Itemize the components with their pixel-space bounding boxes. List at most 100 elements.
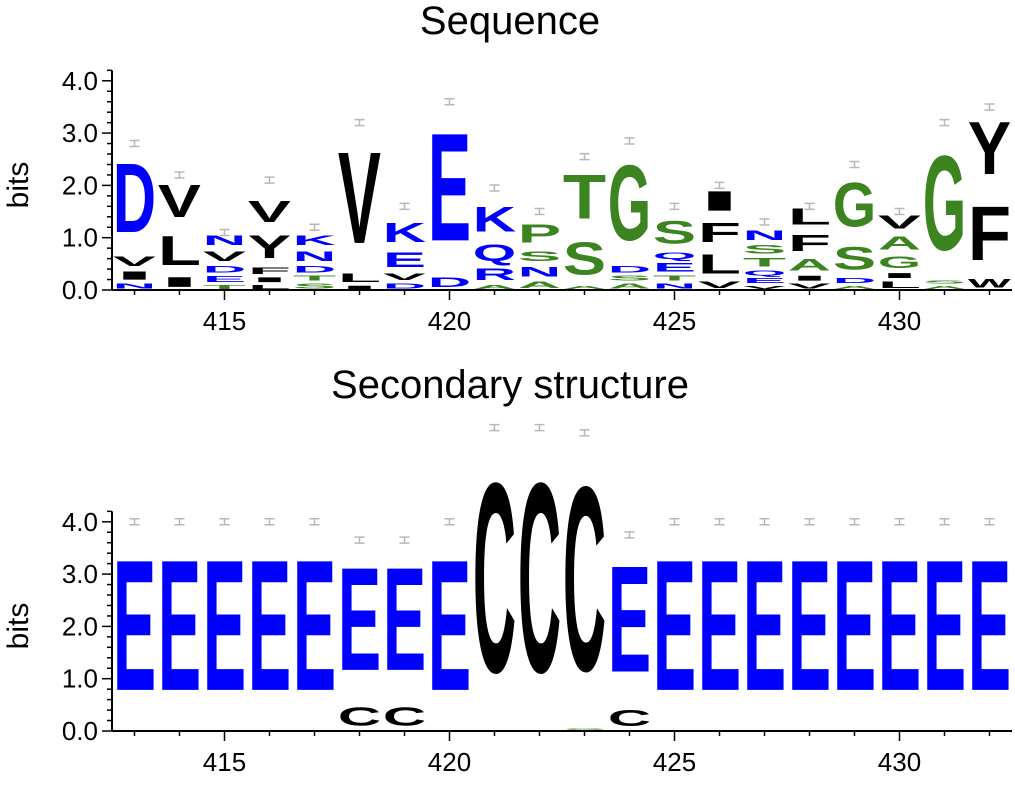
logo-column: ILV [158, 171, 202, 290]
sequence-logo-panel: Sequence bits NIVDILVTEDVNLIFYVSTDNKILVD… [2, 0, 1012, 336]
logo-letter: G [608, 145, 651, 264]
logo-letter: T [653, 274, 697, 282]
logo-letter: T [293, 274, 337, 282]
error-bar [264, 518, 275, 526]
logo-letter: L [338, 272, 381, 285]
logo-letter: I [788, 274, 831, 282]
error-bar [804, 202, 815, 211]
logo-column: E [248, 518, 291, 730]
logo-letter: N [743, 228, 786, 243]
error-bar [444, 97, 455, 106]
logo-letter: I [113, 269, 156, 282]
error-bar [219, 518, 230, 526]
logo-letter: A [608, 282, 651, 290]
logo-letter: Q [743, 269, 786, 277]
panel-title: Sequence [420, 0, 600, 43]
logo-letter: V [698, 279, 741, 290]
logo-letter: E [113, 520, 156, 730]
error-bar [759, 518, 770, 526]
logo-letter: N [203, 233, 246, 248]
error-bar [444, 518, 455, 526]
logo-letter: G [833, 169, 876, 240]
logo-column: CE [338, 536, 381, 731]
logo-letter: F [248, 265, 291, 276]
error-bar [624, 531, 635, 539]
error-bar [174, 171, 185, 179]
error-bar [309, 223, 320, 231]
error-bar [129, 518, 140, 526]
error-bar [534, 207, 545, 216]
logo-letter: A [878, 233, 921, 254]
error-bar [129, 139, 140, 148]
logo-letter: E [203, 520, 246, 730]
y-tick-label: 4.0 [62, 66, 98, 96]
logo-letter: L [698, 248, 741, 279]
logo-column: E [968, 518, 1011, 730]
logo-column: ASG [923, 118, 966, 290]
logo-letter: E [743, 520, 786, 730]
error-bar [669, 202, 680, 211]
error-bar [984, 518, 995, 526]
logo-letter: K [383, 217, 427, 248]
error-bar [894, 207, 905, 216]
logo-letter: A [788, 256, 831, 274]
logo-letter: Q [473, 239, 516, 265]
logo-letter: N [113, 282, 156, 290]
y-tick-label: 3.0 [62, 559, 98, 589]
logo-letter: G [878, 253, 921, 271]
x-tick-label: 425 [653, 306, 696, 336]
logo-letter: R [473, 266, 516, 284]
logo-letter: Y [248, 229, 291, 265]
logo-column: SC [563, 429, 606, 731]
logo-letter: C [383, 702, 426, 731]
panel-title: Secondary structure [331, 363, 689, 407]
x-tick-label: 420 [428, 747, 471, 777]
logo-letter: Q [653, 251, 696, 261]
x-tick-label: 430 [878, 747, 921, 777]
logo-letter: S [293, 282, 336, 290]
logo-letter: V [248, 194, 292, 228]
error-bar [669, 518, 680, 526]
logo-letter: N [518, 264, 561, 279]
logo-letter: S [518, 248, 561, 264]
logo-letter: V [158, 175, 202, 227]
logo-letter: S [923, 279, 966, 284]
axes: 0.0 1.0 2.0 3.0 4.0 415 420 425 430 [62, 66, 1012, 336]
logo-letter: I [158, 274, 201, 290]
logo-letter: E [743, 277, 786, 285]
x-tick-label: 415 [203, 747, 246, 777]
logo-letter: A [518, 280, 561, 290]
logo-letter: N [293, 249, 336, 264]
x-tick-label: 425 [653, 747, 696, 777]
logo-letter: D [608, 264, 651, 274]
logo-column: E [158, 518, 201, 730]
logo-letter: S [743, 243, 786, 256]
error-bar [354, 536, 365, 544]
logo-letter: S [608, 274, 651, 282]
logo-letter: L [878, 279, 921, 290]
logo-letter: E [833, 520, 876, 730]
y-tick-label: 2.0 [62, 611, 98, 641]
logo-letter: A [833, 285, 876, 290]
error-bar [219, 228, 230, 237]
logo-letter: E [383, 248, 426, 272]
y-tick-label: 3.0 [62, 118, 98, 148]
logo-column: CE [608, 531, 651, 731]
logo-letter: C [473, 426, 516, 730]
logo-letter: L [158, 227, 201, 274]
logo-letter: I [338, 285, 381, 290]
logo-letter: K [293, 233, 336, 248]
logo-letter: W [968, 277, 1012, 290]
x-tick-label: 430 [878, 306, 921, 336]
logo-letter: E [878, 520, 921, 730]
logo-letter: D [113, 144, 156, 254]
